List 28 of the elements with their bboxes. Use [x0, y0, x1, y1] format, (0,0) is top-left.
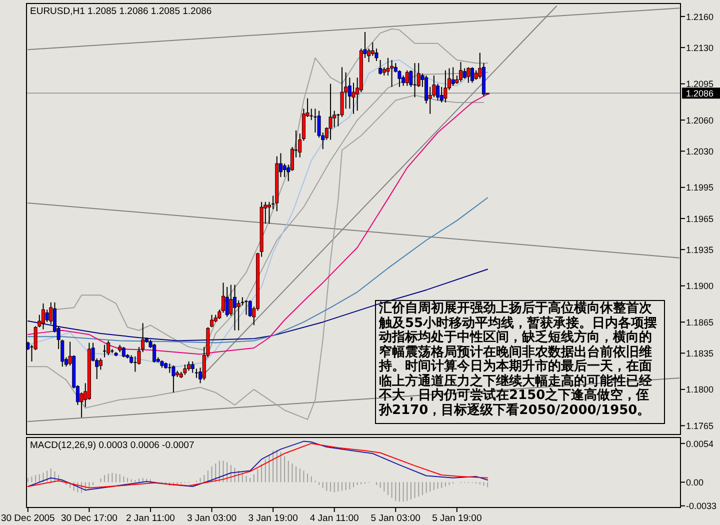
x-tick-label: 3 Jan 19:00 — [248, 513, 298, 524]
y-tick-label: 1.2130 — [686, 42, 714, 53]
y-tick-label: 1.2160 — [686, 12, 714, 22]
y-tick-label: 1.1900 — [686, 281, 714, 292]
x-tick-label: 2 Jan 11:00 — [126, 513, 175, 524]
annotation: 汇价自周初展开强劲上扬后于高位横向休整首次触及55小时移动平均线，暂获承接。日内各项摆动指标均处于中性区间，缺乏短线方向，横向的窄幅震荡格局预计在晚间非农数据出台前依旧维持。时间计算今日为本期升市的最后一天，在面临上方通道压力之下继续大幅走高的可能性已经不大，日内仍可尝试在2150之下逢高做空，侄孙2170，目标逐级下看2050/2000/1950。 — [375, 300, 665, 424]
y-tick-label: 1.2095 — [686, 79, 714, 90]
chart-title: EURUSD,H1 1.2085 1.2086 1.2085 1.2086 — [30, 6, 212, 17]
x-tick-label: 30 Dec 2005 — [0, 513, 55, 524]
y-tick-label: 1.1865 — [686, 317, 714, 328]
y-tick-label: 1.1935 — [686, 244, 714, 255]
y-tick-label: 1.1965 — [686, 214, 714, 224]
y-tick-label: 1.2030 — [686, 146, 714, 156]
y-tick-label: 1.1800 — [686, 384, 714, 395]
x-tick-label: 4 Jan 11:00 — [310, 513, 359, 524]
y-tick-label: 1.1765 — [686, 420, 714, 431]
y-tick-label: -0.0033 — [686, 501, 717, 512]
x-tick-label: 30 Dec 17:00 — [60, 513, 118, 524]
y-tick-label: 0.0054 — [686, 438, 714, 449]
y-tick-label: 1.1835 — [686, 348, 714, 358]
y-tick-label: 0.00 — [686, 477, 704, 488]
chart-title: MACD(12,26,9) 0.0003 0.0006 -0.0007 — [30, 440, 194, 451]
y-tick-label: 1.1995 — [686, 182, 714, 193]
y-tick-label: 1.2060 — [686, 115, 714, 126]
ref-line-label: 1.2086 — [686, 88, 714, 98]
x-tick-label: 5 Jan 19:00 — [432, 513, 482, 524]
x-tick-label: 5 Jan 03:00 — [370, 513, 420, 524]
x-tick-label: 3 Jan 03:00 — [186, 513, 237, 524]
